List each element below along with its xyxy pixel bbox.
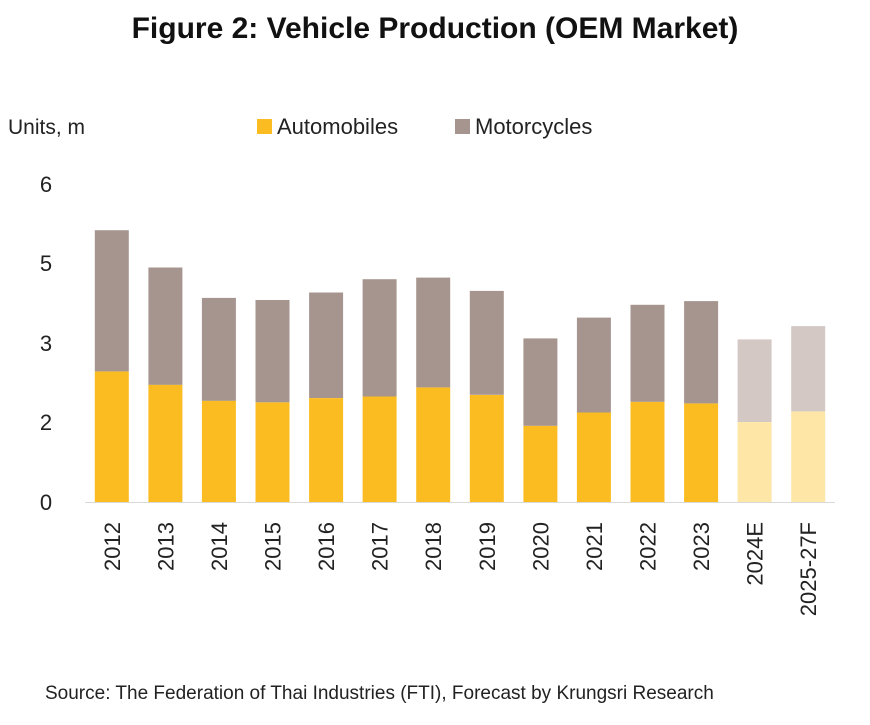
legend-label-motorcycles: Motorcycles bbox=[475, 114, 592, 139]
y-tick-label: 3 bbox=[40, 331, 52, 356]
bar-automobiles bbox=[737, 422, 772, 502]
x-tick-label: 2019 bbox=[475, 522, 500, 571]
bar-motorcycles bbox=[684, 301, 719, 404]
bar-motorcycles bbox=[737, 339, 772, 422]
bar-automobiles bbox=[791, 411, 826, 502]
y-tick-label: 5 bbox=[40, 251, 52, 276]
bar-automobiles bbox=[94, 371, 129, 502]
x-tick-label: 2021 bbox=[582, 522, 607, 571]
bar-automobiles bbox=[201, 400, 236, 502]
bar-automobiles bbox=[255, 402, 290, 502]
bar-motorcycles bbox=[362, 279, 397, 397]
bar-automobiles bbox=[309, 398, 344, 502]
y-tick-label: 6 bbox=[40, 172, 52, 197]
y-axis-label: Units, m bbox=[8, 116, 85, 139]
bar-motorcycles bbox=[469, 290, 504, 395]
bar-motorcycles bbox=[523, 338, 558, 426]
legend-swatch-motorcycles bbox=[455, 119, 470, 134]
bar-automobiles bbox=[523, 425, 558, 502]
bar-motorcycles bbox=[148, 267, 183, 385]
legend-swatch-automobiles bbox=[257, 119, 272, 134]
bar-automobiles bbox=[362, 396, 397, 502]
x-tick-label: 2025-27F bbox=[796, 522, 821, 616]
x-tick-label: 2023 bbox=[689, 522, 714, 571]
x-tick-label: 2020 bbox=[528, 522, 553, 571]
bar-automobiles bbox=[684, 403, 719, 502]
bar-motorcycles bbox=[791, 326, 826, 412]
x-tick-label: 2024E bbox=[743, 522, 768, 586]
x-tick-label: 2022 bbox=[636, 522, 661, 571]
legend-label-automobiles: Automobiles bbox=[277, 114, 398, 139]
chart-title: Figure 2: Vehicle Production (OEM Market… bbox=[131, 12, 739, 45]
x-tick-label: 2017 bbox=[368, 522, 393, 571]
bar-motorcycles bbox=[630, 304, 665, 402]
bar-motorcycles bbox=[309, 292, 344, 398]
bar-motorcycles bbox=[576, 317, 611, 413]
x-tick-label: 2012 bbox=[100, 522, 125, 571]
bar-automobiles bbox=[469, 394, 504, 502]
x-tick-label: 2013 bbox=[153, 522, 178, 571]
bar-automobiles bbox=[630, 401, 665, 502]
bar-motorcycles bbox=[94, 230, 129, 372]
source-note: Source: The Federation of Thai Industrie… bbox=[45, 683, 714, 704]
bar-automobiles bbox=[416, 387, 451, 502]
bar-automobiles bbox=[148, 384, 183, 502]
y-tick-label: 2 bbox=[40, 410, 52, 435]
bar-motorcycles bbox=[201, 297, 236, 401]
x-tick-label: 2014 bbox=[207, 522, 232, 571]
x-tick-label: 2018 bbox=[421, 522, 446, 571]
x-tick-label: 2015 bbox=[261, 522, 286, 571]
bar-automobiles bbox=[576, 412, 611, 502]
x-tick-label: 2016 bbox=[314, 522, 339, 571]
bar-motorcycles bbox=[416, 277, 451, 388]
y-tick-label: 0 bbox=[40, 490, 52, 515]
bar-motorcycles bbox=[255, 300, 290, 403]
